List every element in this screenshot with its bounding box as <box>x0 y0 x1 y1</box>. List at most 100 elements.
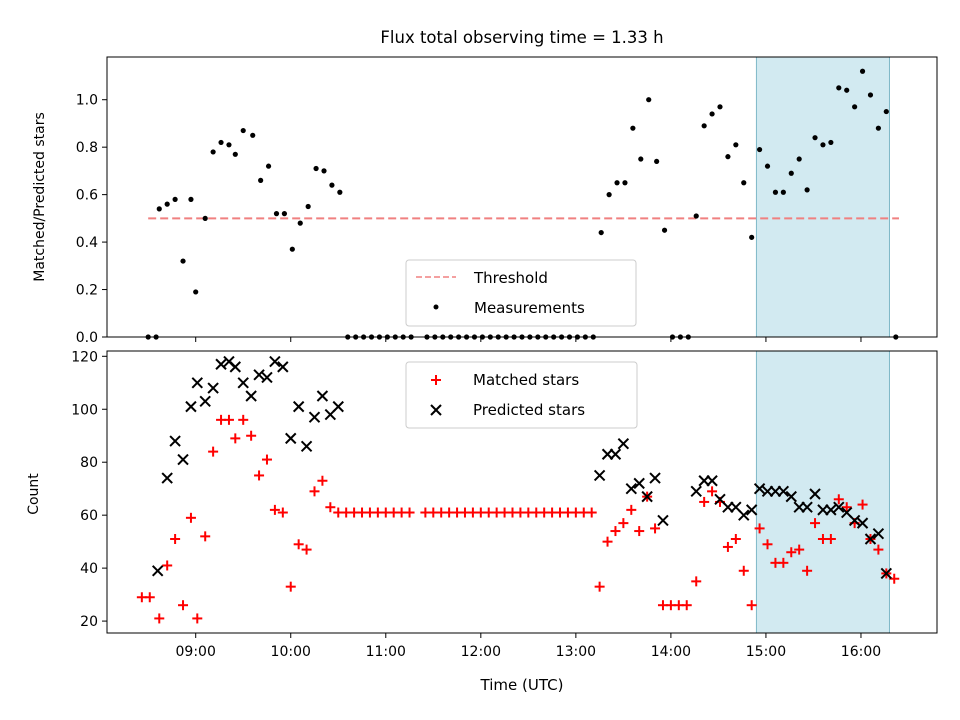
measurement-point <box>693 213 699 219</box>
matched-star-point <box>618 518 629 529</box>
measurement-point <box>812 135 818 141</box>
top-legend-box <box>405 259 637 327</box>
matched-star-point <box>594 581 605 592</box>
x-tick-label: 09:00 <box>176 644 216 660</box>
measurement-point <box>796 156 802 162</box>
predicted-star-point-b <box>633 477 645 490</box>
predicted-star-point-b <box>617 437 630 450</box>
measurement-point <box>258 177 264 183</box>
measurement-point <box>646 97 652 103</box>
bottom-plot-frame <box>106 350 938 634</box>
predicted-star-point <box>880 567 893 580</box>
bottom-highlight-span <box>755 350 890 634</box>
measurement-point <box>337 189 343 195</box>
top-y-tick-label: 0.0 <box>76 330 98 346</box>
measurement-point <box>836 85 842 91</box>
predicted-star-point <box>649 472 661 484</box>
predicted-star-point <box>745 504 758 516</box>
x-axis-label: Time (UTC) <box>480 676 564 694</box>
predicted-star-point-b <box>229 361 242 373</box>
matched-star-point <box>730 534 741 544</box>
predicted-star-point-b <box>308 411 321 423</box>
matched-star-point <box>185 512 196 523</box>
legend-predicted-label: Predicted stars <box>473 401 585 419</box>
predicted-star-point <box>185 400 197 413</box>
matched-star-point <box>277 507 288 518</box>
matched-star-point <box>170 534 181 544</box>
matched-star-point <box>144 592 155 603</box>
top-y-tick-label: 0.2 <box>76 283 98 299</box>
x-tick-label: 15:00 <box>746 644 786 660</box>
measurement-point <box>172 196 178 202</box>
matched-star-point <box>873 544 884 555</box>
predicted-star-point-b <box>245 390 257 402</box>
predicted-star-point <box>177 453 189 466</box>
matched-star-point <box>223 414 234 425</box>
top-y-tick-label: 1.0 <box>76 93 98 109</box>
predicted-star-point-b <box>285 432 297 445</box>
predicted-star-point-b <box>223 355 235 368</box>
measurement-point <box>661 227 668 233</box>
measurement-point <box>820 142 826 148</box>
predicted-star-point-b <box>738 509 750 521</box>
predicted-star-point <box>777 485 790 498</box>
measurement-point <box>156 206 162 212</box>
predicted-star-point-b <box>593 469 606 482</box>
measurement-point <box>701 123 707 129</box>
matched-star-point <box>230 433 241 444</box>
predicted-star-point-b <box>641 490 653 503</box>
predicted-star-point-b <box>237 377 249 389</box>
predicted-star-point-b <box>191 377 203 389</box>
predicted-star-point-b <box>199 395 211 408</box>
predicted-star-point-b <box>809 488 821 500</box>
matched-star-point <box>738 565 749 576</box>
measurement-point <box>764 163 771 169</box>
legend-matched-label: Matched stars <box>473 371 579 389</box>
measurement-point <box>329 182 335 188</box>
predicted-star-point-b <box>609 448 622 460</box>
matched-star-point <box>154 613 165 624</box>
measurement-point <box>297 220 303 226</box>
predicted-star-point <box>657 514 669 527</box>
legend-threshold-label: Threshold <box>473 269 548 287</box>
predicted-star-point-b <box>649 472 661 484</box>
measurement-point <box>240 127 246 134</box>
top-y-tick-label: 0.6 <box>76 188 98 204</box>
top-y-tick-label: 0.8 <box>76 140 98 156</box>
measurement-point <box>780 189 786 195</box>
measurement-point <box>289 246 295 252</box>
predicted-star-point <box>825 504 837 516</box>
measurement-point <box>210 149 216 155</box>
predicted-star-point-b <box>161 472 173 484</box>
matched-star-point <box>762 539 773 550</box>
matched-star-point <box>786 547 797 558</box>
predicted-star-point-b <box>848 514 861 527</box>
predicted-star-point <box>199 395 211 408</box>
matched-star-point <box>833 494 844 505</box>
matched-star-point <box>192 613 203 624</box>
predicted-star-point <box>151 565 164 577</box>
predicted-star-point <box>641 490 653 503</box>
measurement-point <box>733 142 739 148</box>
predicted-star-point-b <box>207 382 219 394</box>
matched-star-point <box>285 581 296 592</box>
predicted-star-point-b <box>880 567 893 580</box>
bottom-y-tick-label: 120 <box>71 349 98 365</box>
bottom-legend-box <box>405 361 638 429</box>
matched-star-point <box>246 430 257 441</box>
measurement-point <box>273 211 280 217</box>
predicted-star-point-b <box>753 482 766 495</box>
predicted-star-point <box>207 382 219 394</box>
predicted-star-point-b <box>825 504 837 516</box>
x-tick-label: 14:00 <box>651 644 691 660</box>
measurement-point <box>614 180 620 186</box>
bottom-y-tick-label: 100 <box>71 402 98 418</box>
measurement-point <box>164 201 170 207</box>
bottom-y-tick-label: 60 <box>80 508 98 524</box>
predicted-star-point-b <box>151 565 164 577</box>
predicted-star-point <box>609 448 622 460</box>
predicted-star-point-b <box>730 501 742 513</box>
matched-star-point <box>200 531 211 542</box>
predicted-star-point <box>738 509 750 521</box>
bottom-y-axis-label: Count <box>26 473 42 515</box>
